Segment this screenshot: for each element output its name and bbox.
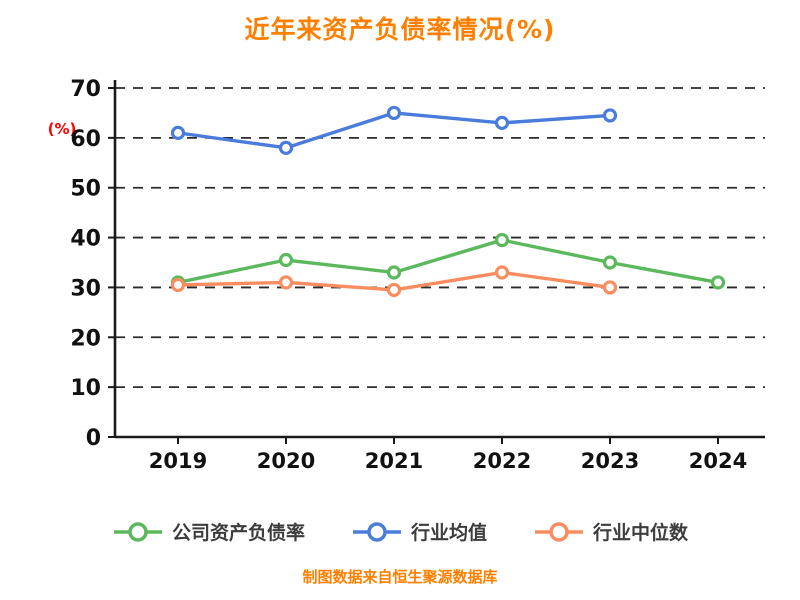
- svg-text:2023: 2023: [581, 449, 639, 473]
- chart-title: 近年来资产负债率情况(%): [244, 15, 556, 44]
- svg-text:30: 30: [70, 276, 101, 301]
- svg-text:2020: 2020: [257, 449, 315, 473]
- legend-item-industry-mean[interactable]: 行业均值: [351, 518, 487, 545]
- legend-marker-industry-median-icon: [535, 521, 583, 542]
- svg-text:2024: 2024: [689, 449, 747, 473]
- svg-text:50: 50: [70, 177, 101, 202]
- y-axis-unit-label: (%): [48, 120, 77, 138]
- legend-label-industry-median: 行业中位数: [593, 522, 689, 544]
- svg-text:2022: 2022: [473, 449, 531, 473]
- legend-label-industry-mean: 行业均值: [410, 522, 487, 544]
- svg-text:10: 10: [70, 376, 101, 401]
- svg-text:2019: 2019: [149, 449, 207, 473]
- svg-text:60: 60: [70, 127, 101, 152]
- svg-text:70: 70: [70, 77, 101, 102]
- legend-marker-industry-mean-icon: [352, 521, 401, 542]
- svg-text:2021: 2021: [365, 449, 423, 473]
- svg-text:0: 0: [86, 426, 101, 451]
- svg-text:20: 20: [70, 326, 101, 351]
- legend-item-company-ratio[interactable]: 公司资产负债率: [112, 518, 305, 545]
- legend-label-company-ratio: 公司资产负债率: [171, 522, 305, 544]
- legend: 公司资产负债率 行业均值 行业中位数: [0, 518, 800, 545]
- data-source-note: 制图数据来自恒生聚源数据库: [302, 568, 498, 586]
- svg-text:40: 40: [70, 227, 101, 252]
- legend-item-industry-median[interactable]: 行业中位数: [533, 518, 688, 545]
- legend-marker-company-icon: [113, 521, 162, 542]
